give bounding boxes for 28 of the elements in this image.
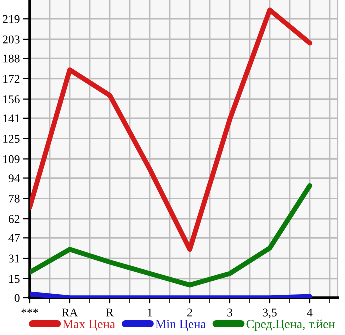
x-tick-label: R — [106, 308, 114, 317]
x-tick-label: 2 — [188, 308, 192, 317]
y-tick-label: 78 — [9, 194, 20, 203]
y-tick-label: 203 — [3, 36, 20, 44]
legend-label: Max Цена — [63, 320, 116, 332]
y-tick-label: 219 — [3, 15, 20, 24]
x-tick-label: *** — [22, 308, 38, 314]
y-tick-label: 156 — [4, 96, 20, 104]
legend-label: Min Цена — [156, 320, 206, 332]
x-tick-label: 3,5 — [263, 308, 277, 318]
y-tick-label: 31 — [9, 254, 20, 263]
y-tick-label: 0 — [14, 294, 20, 302]
y-tick-label: 47 — [8, 234, 20, 242]
x-tick-label: 3 — [228, 308, 232, 317]
legend-label: Сред.Цена, т.йен — [246, 320, 336, 332]
x-tick-label: 4 — [307, 308, 313, 317]
y-tick-label: 188 — [4, 54, 20, 63]
y-tick-label: 172 — [4, 75, 20, 84]
line-series — [30, 184, 312, 288]
x-tick-label: RA — [62, 308, 78, 317]
line-series — [30, 8, 312, 252]
y-tick-label: 62 — [8, 215, 20, 224]
y-tick-label: 109 — [4, 155, 20, 164]
y-tick-label: 125 — [4, 135, 20, 144]
x-tick-label: 1 — [148, 308, 152, 317]
y-tick-label: 141 — [4, 114, 20, 123]
y-tick-label: 15 — [10, 275, 20, 284]
y-tick-label: 94 — [8, 174, 20, 183]
